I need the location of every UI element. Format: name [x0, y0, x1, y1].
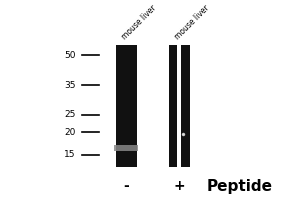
Bar [114, 145, 138, 151]
Text: Peptide: Peptide [206, 179, 272, 194]
Bar [116, 45, 136, 167]
Text: 15: 15 [64, 150, 76, 159]
Text: 50: 50 [64, 51, 76, 60]
Text: mouse liver: mouse liver [120, 3, 158, 41]
Bar [181, 45, 190, 167]
Text: 20: 20 [64, 128, 76, 137]
Text: 25: 25 [64, 110, 76, 119]
Text: +: + [174, 179, 185, 193]
Text: -: - [123, 179, 129, 193]
Bar [177, 45, 181, 167]
Text: 35: 35 [64, 81, 76, 90]
Bar [169, 45, 177, 167]
Text: mouse liver: mouse liver [173, 3, 211, 41]
